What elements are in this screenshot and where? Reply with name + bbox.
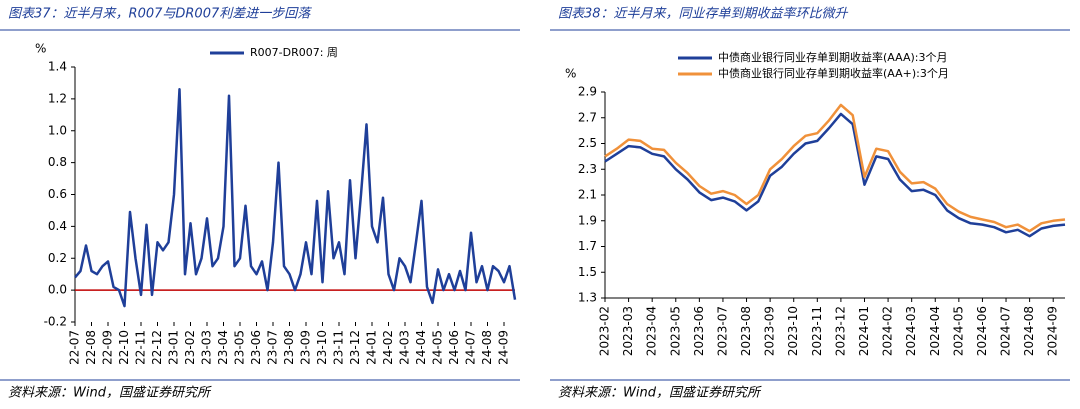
y-tick-label: 1.7 (578, 239, 597, 253)
x-tick-label: 23-07 (266, 330, 280, 365)
y-tick-label: 1.0 (48, 123, 67, 137)
x-tick-label: 2023-04 (645, 306, 659, 356)
chart-title: 图表37：近半月来，R007与DR007利差进一步回落 (8, 7, 312, 22)
y-tick-label: 1.5 (578, 265, 597, 279)
y-tick-label: 0.0 (48, 283, 67, 297)
x-tick-label: 2023-12 (833, 306, 847, 356)
x-tick-label: 22-11 (134, 330, 148, 365)
x-tick-label: 2023-05 (668, 306, 682, 356)
x-tick-label: 2024-04 (928, 306, 942, 356)
y-tick-label: 2.1 (578, 188, 597, 202)
x-tick-label: 23-04 (216, 330, 230, 365)
x-tick-label: 2024-01 (857, 306, 871, 356)
y-tick-label: 2.5 (578, 136, 597, 150)
x-tick-label: 22-09 (101, 330, 115, 365)
source: 资料来源：Wind，国盛证券研究所 (8, 385, 212, 401)
x-tick-label: 2023-07 (715, 306, 729, 356)
y-tick-label: 1.4 (48, 60, 67, 74)
y-tick-label: 1.2 (48, 91, 67, 105)
x-tick-label: 23-12 (348, 330, 362, 365)
x-tick-label: 2024-09 (1046, 306, 1060, 356)
y-tick-label: 2.7 (578, 110, 597, 124)
x-tick-label: 23-08 (282, 330, 296, 365)
x-tick-label: 23-10 (315, 330, 329, 365)
x-tick-label: 2023-10 (786, 306, 800, 356)
x-tick-label: 2023-11 (810, 306, 824, 356)
x-tick-label: 24-01 (365, 330, 379, 365)
x-tick-label: 24-07 (464, 330, 478, 365)
x-tick-label: 22-08 (84, 330, 98, 365)
source: 资料来源：Wind，国盛证券研究所 (558, 385, 762, 401)
x-tick-label: 24-06 (447, 330, 461, 365)
series-line (604, 103, 1066, 233)
y-tick-label: 0.4 (48, 219, 67, 233)
x-tick-label: 23-09 (299, 330, 313, 365)
legend-label: R007-DR007: 周 (250, 46, 338, 59)
x-tick-label: 24-05 (431, 330, 445, 365)
x-tick-label: 24-08 (480, 330, 494, 365)
x-tick-label: 2024-02 (881, 306, 895, 356)
y-tick-label: 1.3 (578, 291, 597, 305)
x-tick-label: 24-03 (398, 330, 412, 365)
x-tick-label: 2024-08 (1022, 306, 1036, 356)
x-tick-label: 23-01 (167, 330, 181, 365)
x-tick-label: 2023-09 (763, 306, 777, 356)
x-tick-label: 23-11 (332, 330, 346, 365)
x-tick-label: 2023-02 (598, 306, 612, 356)
y-tick-label: 1.9 (578, 213, 597, 227)
x-tick-label: 22-10 (117, 330, 131, 365)
y-tick-label: 0.6 (48, 187, 67, 201)
legend-label: 中债商业银行同业存单到期收益率(AA+):3个月 (718, 66, 949, 80)
x-tick-label: 23-02 (183, 330, 197, 365)
legend-label: 中债商业银行同业存单到期收益率(AAA):3个月 (718, 50, 947, 64)
x-tick-label: 24-09 (497, 330, 511, 365)
x-tick-label: 24-04 (414, 330, 428, 365)
series-line (74, 88, 517, 308)
x-tick-label: 22-07 (68, 330, 82, 365)
chart-title: 图表38：近半月来，同业存单到期收益率环比微升 (558, 6, 849, 22)
y-tick-label: 0.2 (48, 251, 67, 265)
x-tick-label: 2024-05 (951, 306, 965, 356)
series-line (604, 112, 1066, 238)
x-tick-label: 23-05 (233, 330, 247, 365)
x-tick-label: 2024-03 (904, 306, 918, 356)
x-tick-label: 2024-06 (975, 306, 989, 356)
y-tick-label: 2.3 (578, 162, 597, 176)
x-tick-label: 2023-08 (739, 306, 753, 356)
y-tick-label: 2.9 (578, 85, 597, 99)
x-tick-label: 24-02 (381, 330, 395, 365)
x-tick-label: 23-03 (200, 330, 214, 365)
x-tick-label: 22-12 (150, 330, 164, 365)
y-tick-label: -0.2 (44, 315, 67, 329)
x-tick-label: 23-06 (249, 330, 263, 365)
y-unit: % (35, 42, 46, 56)
x-tick-label: 2023-03 (621, 306, 635, 356)
x-tick-label: 2024-07 (999, 306, 1013, 356)
y-tick-label: 0.8 (48, 155, 67, 169)
y-unit: % (565, 67, 576, 81)
x-tick-label: 2023-06 (692, 306, 706, 356)
